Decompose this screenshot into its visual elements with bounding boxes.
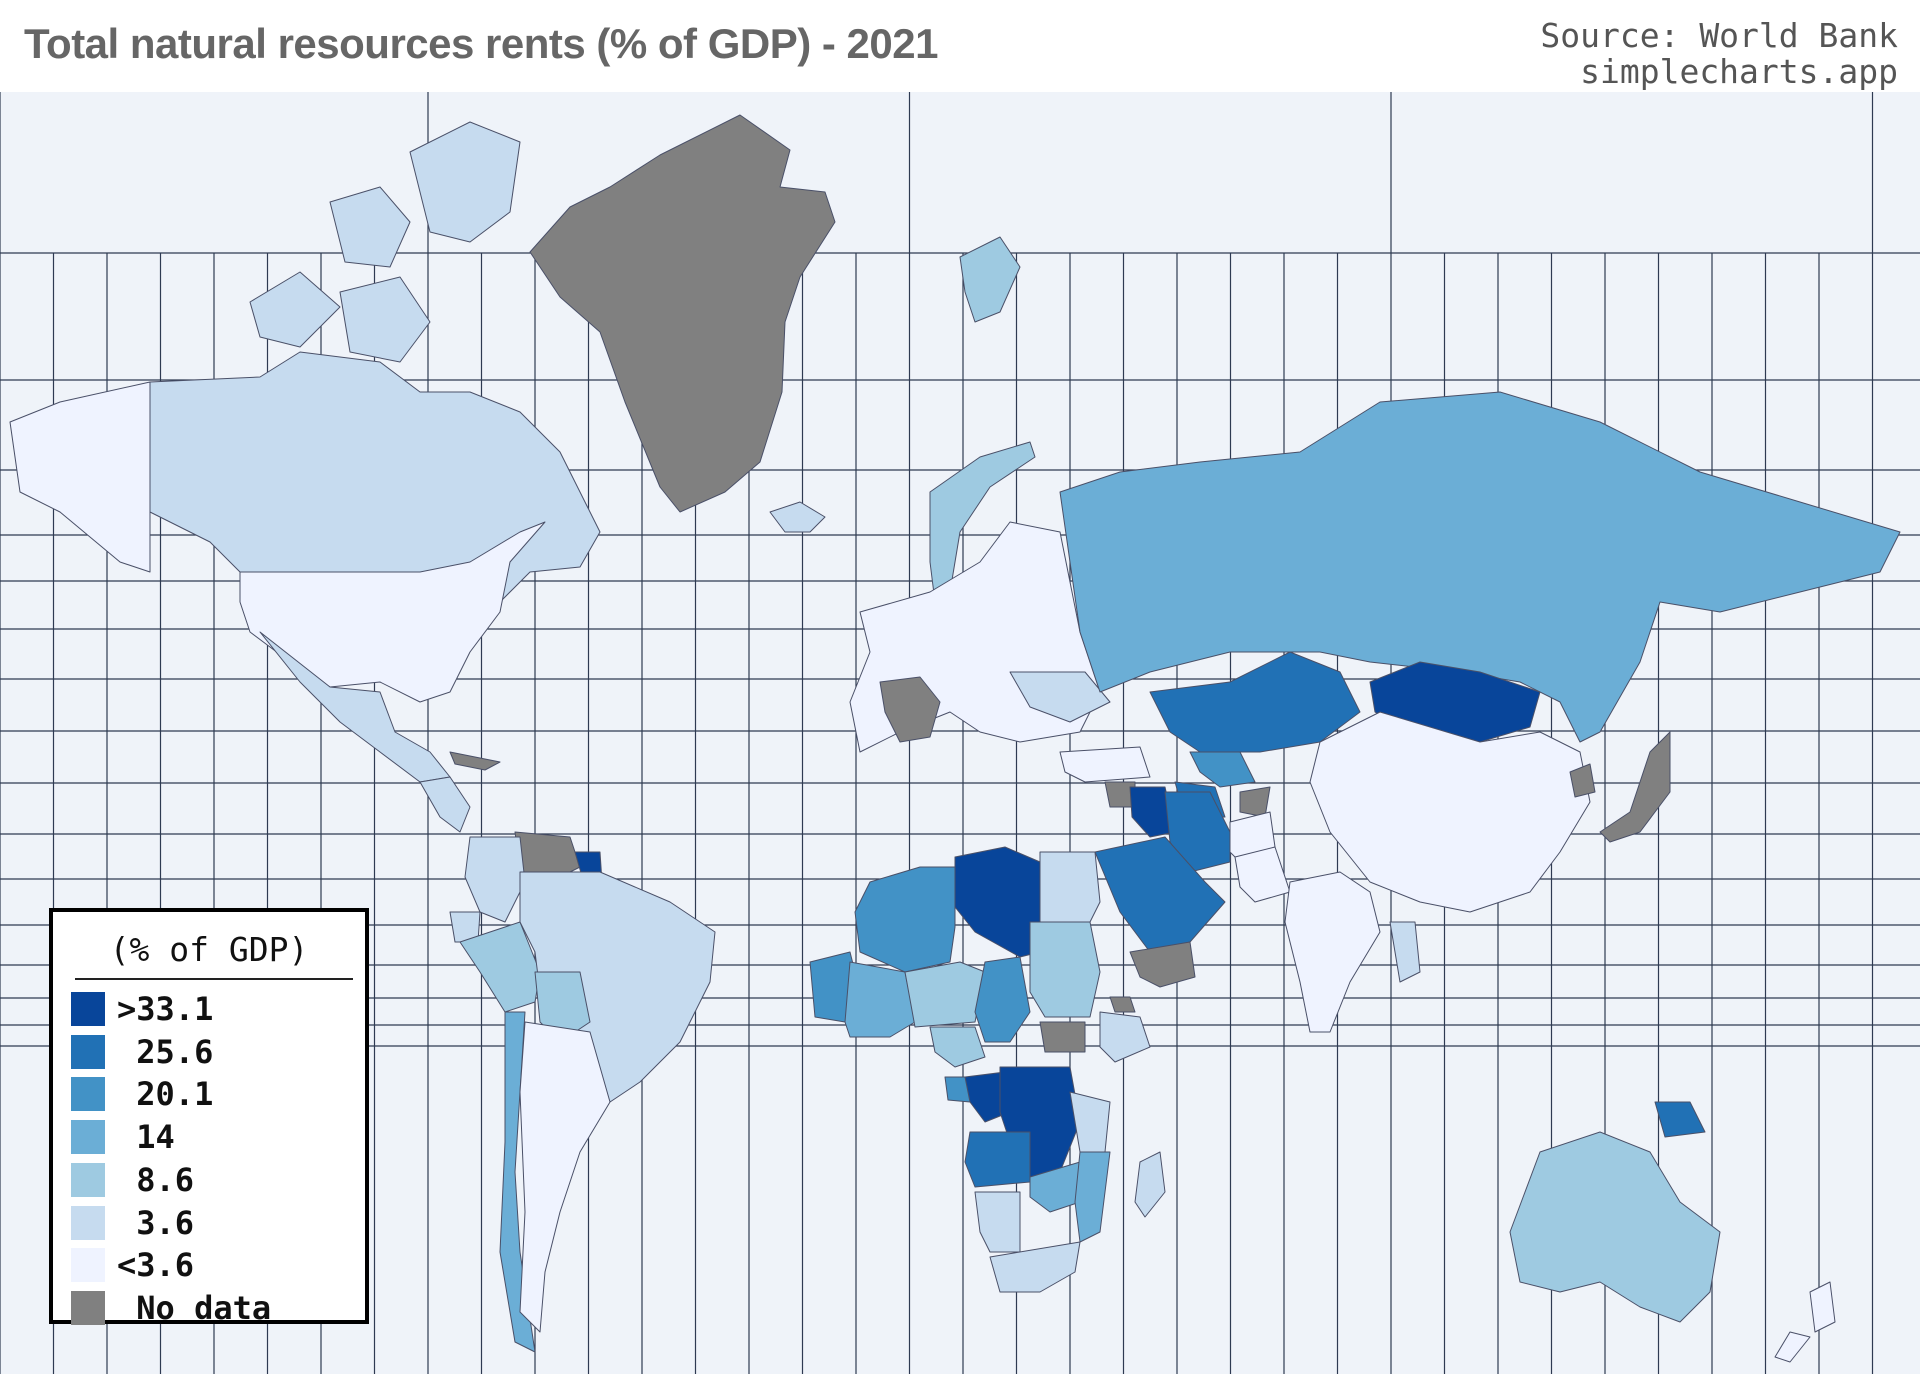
region-nigeria bbox=[929, 1026, 986, 1068]
region-niger bbox=[904, 961, 986, 1028]
region-united-states bbox=[239, 521, 546, 703]
legend-label: <3.6 bbox=[117, 1246, 195, 1285]
region-new-zealand bbox=[1774, 1281, 1836, 1363]
region-libya bbox=[954, 846, 1041, 958]
legend-title: (% of GDP) bbox=[109, 930, 309, 969]
region-south-sudan bbox=[1039, 1021, 1086, 1053]
region-ukraine bbox=[1009, 671, 1111, 723]
legend-swatch bbox=[71, 1290, 105, 1325]
region-tajikistan bbox=[1239, 786, 1271, 818]
region-myanmar bbox=[1389, 921, 1421, 983]
region-north-korea bbox=[1569, 763, 1596, 798]
region-ethiopia bbox=[1099, 1011, 1151, 1063]
legend-label: 25.6 bbox=[117, 1032, 214, 1071]
legend-label: 20.1 bbox=[117, 1075, 214, 1114]
region-brazil bbox=[519, 871, 716, 1103]
legend-divider bbox=[75, 978, 353, 980]
legend-swatch bbox=[71, 1034, 105, 1069]
legend-swatch bbox=[71, 1120, 105, 1155]
region-colombia bbox=[464, 836, 526, 923]
region-mali bbox=[844, 961, 916, 1038]
region-iraq bbox=[1129, 786, 1176, 838]
region-japan bbox=[1599, 731, 1671, 843]
credit-line: simplecharts.app bbox=[1580, 52, 1898, 91]
region-pakistan bbox=[1234, 846, 1291, 903]
legend-swatch bbox=[71, 1162, 105, 1197]
region-cuba bbox=[449, 751, 501, 771]
region-algeria bbox=[854, 866, 956, 973]
region-australia bbox=[1509, 1131, 1721, 1323]
region-congo bbox=[964, 1071, 1011, 1123]
region-egypt bbox=[1039, 851, 1101, 923]
region-greenland bbox=[529, 114, 836, 513]
region-tanzania bbox=[1069, 1091, 1111, 1153]
region-angola bbox=[964, 1131, 1031, 1188]
region-iceland bbox=[769, 501, 826, 533]
region-turkey bbox=[1059, 746, 1151, 783]
region-russia bbox=[1059, 391, 1901, 743]
region-chad bbox=[974, 956, 1031, 1043]
map-regions bbox=[9, 114, 1901, 1363]
legend-label: 8.6 bbox=[117, 1160, 195, 1199]
legend-swatch bbox=[71, 1248, 105, 1283]
source-line: Source: World Bank bbox=[1540, 16, 1898, 55]
region-alaska bbox=[9, 381, 151, 573]
region-central-america bbox=[419, 776, 471, 833]
region-south-africa bbox=[989, 1241, 1081, 1293]
legend-swatch bbox=[71, 992, 105, 1026]
region-norway bbox=[929, 441, 1036, 603]
region-uzbekistan bbox=[1189, 751, 1256, 788]
map-title: Total natural resources rents (% of GDP)… bbox=[24, 20, 938, 67]
region-sudan bbox=[1029, 921, 1101, 1018]
legend-label: 3.6 bbox=[117, 1203, 195, 1242]
region-india bbox=[1284, 871, 1381, 1033]
legend-label: No data bbox=[117, 1288, 272, 1327]
region-canadian-arctic-islands bbox=[249, 121, 521, 363]
region-zambia bbox=[1029, 1161, 1081, 1213]
region-france bbox=[879, 676, 941, 743]
region-saudi-arabia bbox=[1094, 836, 1226, 953]
source-note: Source: World Bank simplecharts.app bbox=[1540, 18, 1898, 90]
region-mozambique bbox=[1074, 1151, 1111, 1243]
region-namibia bbox=[974, 1191, 1021, 1253]
region-argentina bbox=[519, 1021, 611, 1333]
region-china bbox=[1309, 711, 1591, 913]
header: Total natural resources rents (% of GDP)… bbox=[0, 0, 1920, 92]
legend: (% of GDP) >33.1 25.6 20.1 14 8.6 3.6 <3.… bbox=[49, 908, 369, 1327]
legend-label: >33.1 bbox=[117, 990, 214, 1028]
region-madagascar bbox=[1134, 1151, 1166, 1218]
legend-label: 14 bbox=[117, 1118, 175, 1157]
region-eritrea bbox=[1109, 996, 1136, 1013]
region-svalbard bbox=[959, 236, 1021, 323]
region-kazakhstan bbox=[1149, 651, 1361, 753]
region-papua-new-guinea bbox=[1654, 1101, 1706, 1138]
legend-swatch bbox=[71, 1077, 105, 1112]
legend-swatch bbox=[71, 1205, 105, 1240]
region-yemen bbox=[1129, 941, 1196, 988]
